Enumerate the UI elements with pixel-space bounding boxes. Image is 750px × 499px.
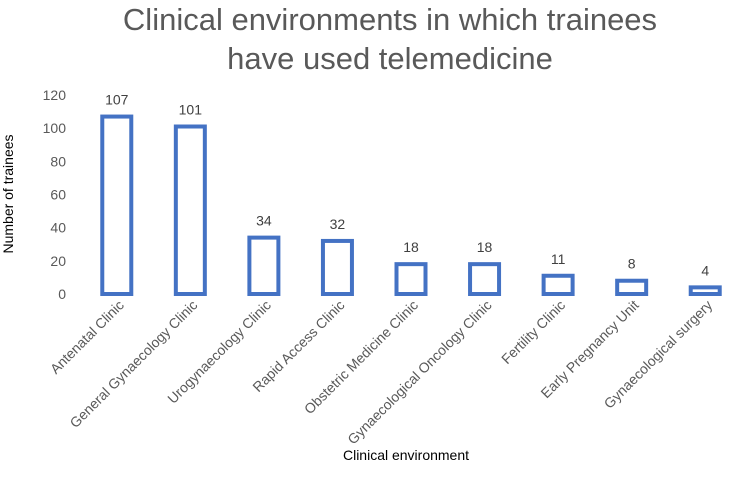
y-tick-label: 100 (43, 120, 67, 136)
y-tick-label: 120 (43, 87, 67, 103)
bar (394, 262, 428, 296)
bar (468, 262, 502, 296)
y-tick-label: 40 (50, 220, 66, 236)
bar (688, 285, 722, 297)
x-category-label: Fertility Clinic (498, 297, 568, 367)
bar (615, 278, 649, 297)
x-category-label: Gynaecological Oncology Clinic (344, 297, 495, 448)
bar (100, 114, 134, 296)
y-tick-label: 20 (50, 253, 66, 269)
chart-title-line-1: Clinical environments in which trainees (123, 2, 657, 37)
chart-title-line-2: have used telemedicine (227, 41, 553, 76)
data-labels: 107 101 34 32 18 18 11 8 4 (105, 92, 709, 279)
data-label: 11 (551, 251, 566, 267)
data-label: 18 (403, 239, 419, 255)
data-label: 101 (179, 102, 203, 118)
data-label: 4 (701, 262, 709, 278)
y-axis-title: Number of trainees (0, 134, 16, 253)
bar (320, 238, 354, 296)
bar-series (100, 114, 722, 297)
data-label: 18 (477, 239, 493, 255)
bar (541, 273, 575, 296)
data-label: 32 (330, 216, 346, 232)
x-axis-title: Clinical environment (343, 447, 469, 463)
y-tick-label: 60 (50, 187, 66, 203)
data-label: 34 (256, 213, 272, 229)
y-tick-label: 0 (58, 286, 66, 302)
x-category-label: Antenatal Clinic (47, 297, 127, 377)
y-axis-ticks: 0 20 40 60 80 100 120 (43, 87, 67, 302)
bar (247, 235, 281, 297)
y-tick-label: 80 (50, 153, 66, 169)
x-category-label: General Gynaecology Clinic (66, 297, 200, 431)
data-label: 107 (105, 92, 129, 108)
bar (173, 124, 207, 296)
data-label: 8 (628, 256, 636, 272)
